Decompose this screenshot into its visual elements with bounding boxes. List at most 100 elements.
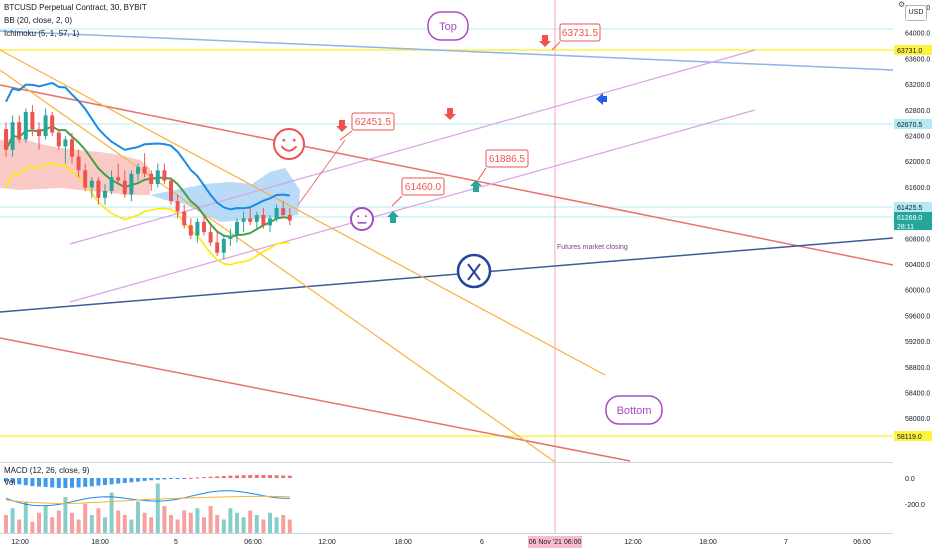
volume-bar: [215, 515, 220, 533]
candle-body: [136, 166, 140, 174]
price-tick: 62800.0: [905, 108, 930, 115]
candle-body: [83, 170, 88, 188]
candle-body: [10, 122, 15, 150]
volume-bar: [83, 503, 88, 533]
candle-body: [56, 132, 61, 147]
ichimoku-legend[interactable]: Ichimoku (5, 1, 57, 1): [4, 29, 80, 38]
resistance-line: [0, 30, 893, 71]
macd-histogram-bar: [221, 476, 226, 478]
price-tick: 63600.0: [905, 56, 930, 63]
candle-body: [162, 170, 167, 181]
macd-histogram-bar: [169, 478, 173, 479]
vol-legend[interactable]: Vol: [4, 478, 16, 487]
macd-histogram-bar: [149, 478, 154, 481]
macd-histogram-bar: [96, 478, 101, 486]
candle-body: [195, 221, 200, 236]
price-label: 63731.0: [897, 48, 922, 55]
macd-histogram-bar: [215, 476, 220, 478]
volume-bar: [287, 519, 292, 533]
volume-bar: [56, 510, 61, 533]
macd-histogram-bar: [182, 478, 187, 479]
neutral-face-icon: [350, 207, 374, 231]
time-tick: 5: [174, 539, 178, 546]
currency-badge[interactable]: USD: [905, 5, 927, 21]
macd-histogram-bar: [122, 478, 127, 483]
smiley-face-icon-mouth: [280, 145, 298, 152]
down-arrow-icon: [539, 35, 551, 47]
price-tick: 60000.0: [905, 288, 930, 295]
volume-bar: [122, 515, 127, 533]
price-label-box: [894, 202, 932, 212]
volume-bar: [162, 506, 167, 533]
volume-bar: [17, 519, 22, 533]
bubble-bottom-shape: [605, 395, 663, 425]
volume-bar: [254, 515, 259, 533]
macd-histogram-bar: [241, 475, 246, 478]
time-tick: 06:00: [244, 539, 262, 546]
callout-62451-5: 62451.5: [355, 117, 392, 128]
candle-body: [155, 170, 160, 185]
callout-61886-5: 61886.5: [489, 154, 526, 165]
macd-histogram-bar: [287, 475, 292, 478]
candle-body: [241, 218, 246, 222]
countdown-label: 28:11: [897, 224, 914, 231]
volume-bar: [281, 515, 286, 533]
macd-histogram-bar: [188, 477, 193, 479]
macd-histogram-bar: [17, 478, 22, 485]
price-label: 58119.0: [897, 434, 922, 441]
macd-histogram-bar: [235, 475, 239, 478]
price-label: 61269.0: [897, 215, 922, 222]
volume-bar: [43, 506, 48, 533]
macd-histogram-bar: [76, 478, 81, 488]
macd-histogram-bar: [89, 478, 94, 487]
bollinger-upper-band: [5, 81, 290, 211]
candle-body: [70, 139, 74, 157]
candle-body: [43, 115, 48, 136]
macd-histogram-bar: [274, 475, 279, 478]
volume-bar: [182, 510, 187, 533]
price-tick: 59200.0: [905, 339, 930, 346]
price-tick: 59600.0: [905, 313, 930, 320]
candle-body: [142, 166, 147, 174]
bubble-bottom: Bottom: [617, 405, 652, 417]
candle-body: [89, 180, 94, 188]
macd-histogram-bar: [83, 478, 88, 487]
volume-bar: [268, 512, 272, 533]
macd-histogram-bar: [103, 478, 107, 486]
callout-61886-5-pointer: [477, 167, 487, 181]
volume-bar: [10, 508, 15, 533]
volume-bar: [241, 517, 246, 533]
down-arrow-icon: [336, 120, 348, 132]
bb-legend[interactable]: BB (20, close, 2, 0): [4, 16, 73, 25]
volume-bar: [221, 519, 226, 533]
macd-histogram-bar: [50, 478, 55, 488]
macd-legend[interactable]: MACD (12, 26, close, 9): [4, 466, 90, 475]
time-tick: 7: [784, 539, 788, 546]
candle-body: [221, 239, 226, 253]
candle-body: [248, 218, 253, 222]
annotations: 63731.5 62451.5 61886.5 61460.0 Top Bottom Fut…: [273, 11, 663, 425]
price-label: 62670.5: [897, 122, 922, 129]
price-label-box: [894, 212, 932, 230]
candle-body: [228, 235, 233, 239]
down-arrow-icon: [444, 108, 456, 120]
macd-histogram-bar: [43, 478, 48, 487]
volume-bar: [103, 517, 107, 533]
callout-62451-5-box: [351, 112, 395, 131]
volume-bar: [116, 510, 121, 533]
candle-body: [169, 180, 173, 202]
volume-bar: [37, 512, 41, 533]
candle-body: [122, 180, 127, 195]
clock-icon: [456, 253, 492, 289]
macd-histogram-bar: [208, 476, 213, 478]
price-tick: 64000.0: [905, 31, 930, 38]
candle-body: [281, 208, 286, 215]
time-tick: 18:00: [394, 539, 412, 546]
settings-icon[interactable]: ⚙: [898, 0, 906, 9]
time-tick: 12:00: [11, 539, 29, 546]
channel-line-upper: [0, 49, 606, 376]
callout-61886-5-box: [485, 149, 529, 168]
macd-tick: 0.0: [905, 476, 915, 483]
candle-body: [149, 173, 154, 185]
